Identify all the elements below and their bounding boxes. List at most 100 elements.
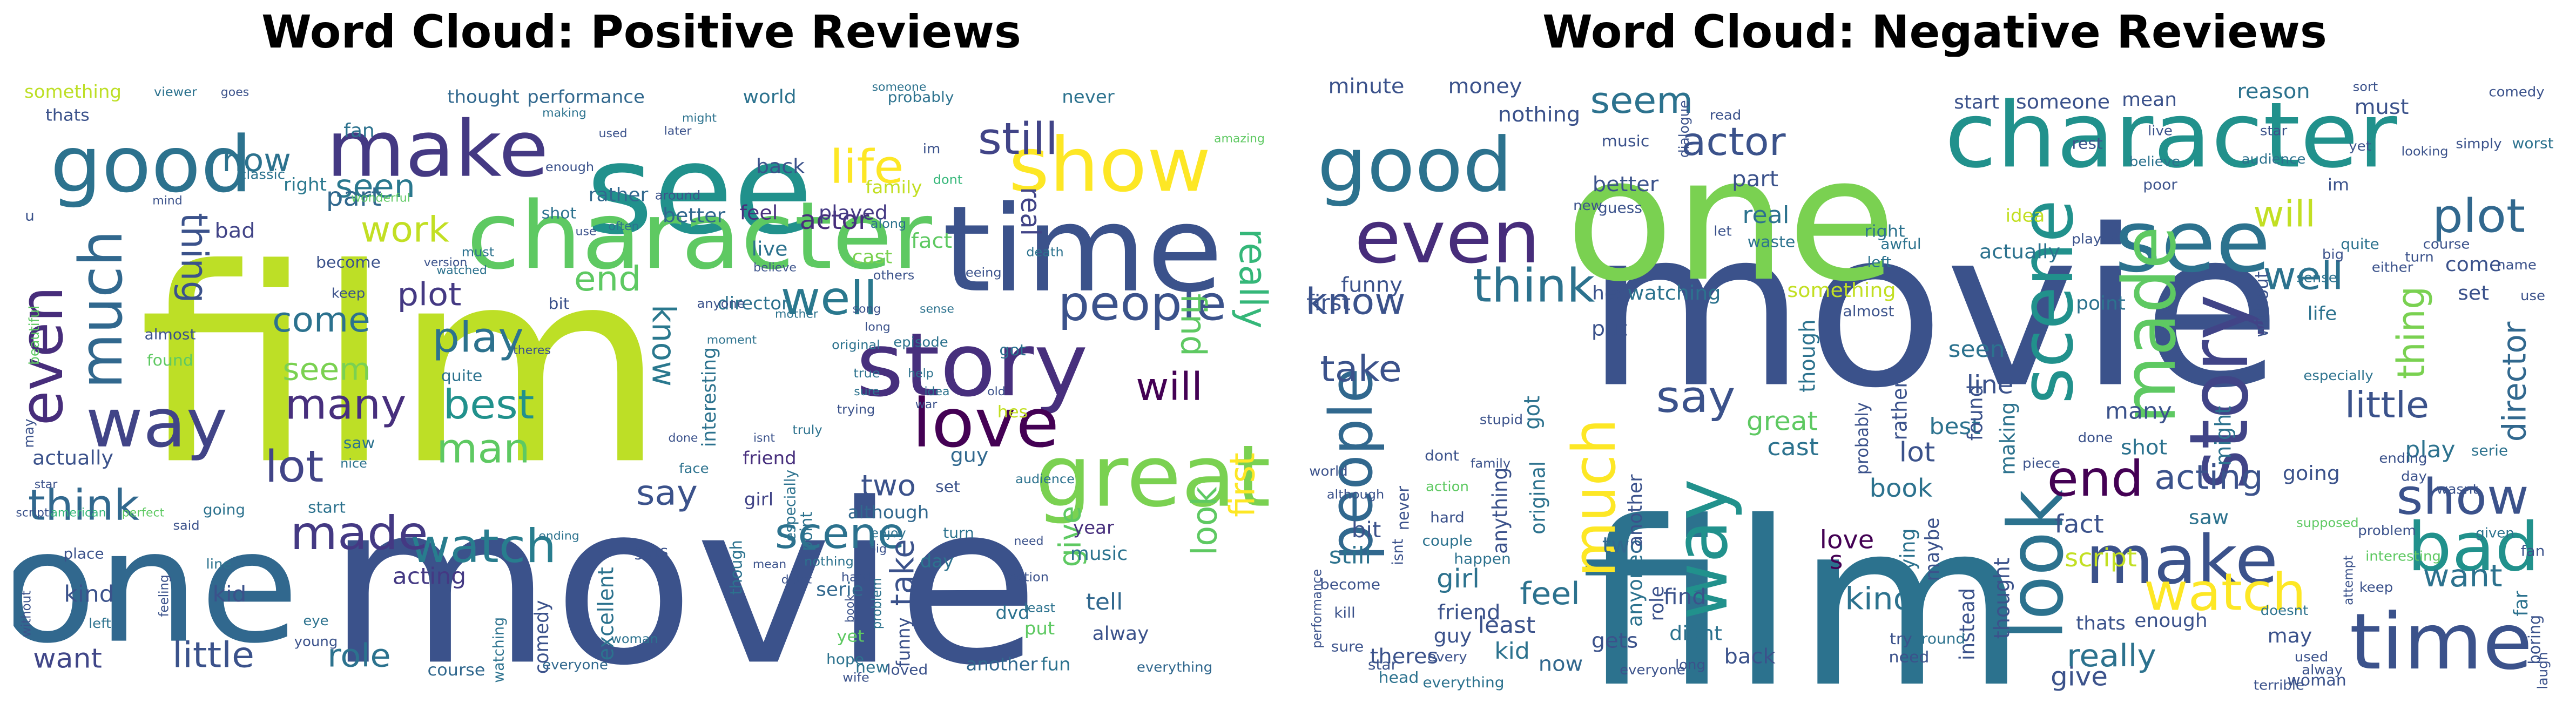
positive-word-friend: friend <box>743 448 796 468</box>
negative-word-say: say <box>1656 371 1736 423</box>
negative-word-sort: sort <box>2353 79 2378 94</box>
positive-word-show: show <box>1009 121 1211 208</box>
negative-word-least: least <box>1478 612 1535 639</box>
negative-word-laugh: laugh <box>2534 652 2551 689</box>
positive-word-actor: actor <box>800 205 870 235</box>
negative-word-first: first <box>1307 290 1351 315</box>
negative-word-two: two <box>1602 532 1643 558</box>
negative-word-may: may <box>2268 625 2312 647</box>
positive-word-big: big <box>868 543 887 556</box>
positive-word-going: going <box>203 502 245 518</box>
negative-word-read: read <box>1710 107 1742 123</box>
positive-word-almost: almost <box>145 327 196 343</box>
positive-word-back: back <box>756 155 805 178</box>
negative-word-book: book <box>1870 474 1933 503</box>
negative-word-serie: serie <box>2471 443 2508 459</box>
negative-word-mean: mean <box>2122 89 2177 111</box>
negative-word-live: live <box>2148 123 2173 138</box>
positive-word-fun: fun <box>1041 654 1070 674</box>
positive-word-end: end <box>574 259 641 299</box>
positive-word-hes: hes <box>997 403 1028 422</box>
negative-word-maybe: maybe <box>1921 518 1944 581</box>
negative-word-play: play <box>2405 437 2455 463</box>
positive-word-year: year <box>1073 517 1114 538</box>
negative-word-nothing: nothing <box>1498 103 1581 127</box>
negative-word-supposed: supposed <box>2296 516 2358 530</box>
positive-word-make: make <box>326 104 549 194</box>
negative-word-cast: cast <box>1767 433 1818 461</box>
positive-word-star: star <box>35 478 58 491</box>
positive-word-seen: seen <box>335 168 415 205</box>
negative-word-theres: theres <box>1370 645 1439 668</box>
negative-word-money: money <box>1448 75 1522 98</box>
positive-word-nothing: nothing <box>804 554 854 569</box>
positive-word-love: love <box>912 384 1060 463</box>
negative-word-though: though <box>1796 320 1820 393</box>
negative-word-find: find <box>1663 584 1707 610</box>
positive-word-young: young <box>294 633 338 649</box>
positive-word-loved: loved <box>887 662 928 678</box>
negative-word-keep: keep <box>2359 579 2393 595</box>
positive-word-along: along <box>871 216 907 231</box>
negative-word-right: right <box>1864 222 1905 241</box>
negative-word-problem: problem <box>2358 522 2416 538</box>
positive-word-theres: theres <box>513 344 551 357</box>
negative-word-thing: thing <box>2390 286 2434 379</box>
negative-word-done: done <box>2078 429 2113 445</box>
negative-word-probably: probably <box>1853 402 1873 475</box>
positive-word-set: set <box>935 478 960 496</box>
negative-word-see: see <box>2115 192 2271 292</box>
positive-word-well: well <box>781 271 878 326</box>
negative-word-think: think <box>1473 258 1595 313</box>
positive-word-found: found <box>147 351 193 369</box>
positive-word-enough: enough <box>545 159 594 174</box>
negative-word-world: world <box>1309 463 1348 479</box>
positive-word-great: great <box>1035 427 1269 526</box>
positive-word-action: action <box>1009 570 1049 584</box>
positive-word-course: course <box>428 660 485 679</box>
positive-word-sense: sense <box>920 302 954 315</box>
positive-word-gets: gets <box>633 542 669 560</box>
negative-word-star: star <box>2260 123 2288 138</box>
negative-word-worst: worst <box>2512 136 2553 152</box>
positive-word-least: least <box>1024 600 1055 615</box>
positive-word-man: man <box>436 425 530 472</box>
negative-word-bad: bad <box>2408 508 2540 586</box>
positive-word-bit: bit <box>548 295 569 313</box>
negative-word-try: try <box>1890 630 1912 648</box>
negative-word-doesnt: doesnt <box>2261 603 2309 618</box>
negative-word-found: found <box>1964 384 1987 441</box>
negative-word-believe: believe <box>2129 153 2180 169</box>
negative-word-seem: seem <box>1590 80 1694 122</box>
negative-word-s: s <box>1829 546 1843 576</box>
negative-word-going: going <box>2283 462 2340 485</box>
positive-word-story: story <box>856 315 1088 417</box>
negative-word-minute: minute <box>1328 75 1404 98</box>
positive-word-said: said <box>173 518 199 532</box>
negative-word-scene: scene <box>2005 200 2089 404</box>
positive-word-hope: hope <box>826 652 864 668</box>
positive-word-death: death <box>1026 245 1063 259</box>
positive-word-believe: believe <box>753 261 797 274</box>
negative-word-put: put <box>1592 317 1627 341</box>
negative-word-either: either <box>2372 259 2413 275</box>
negative-word-looking: looking <box>2401 144 2448 159</box>
negative-word-long: long <box>1675 657 1705 672</box>
negative-word-thought: thought <box>1990 558 2015 639</box>
negative-word-become: become <box>1320 577 1380 593</box>
positive-word-serie: serie <box>816 579 864 600</box>
positive-word-nice: nice <box>340 456 367 471</box>
positive-word-scene: scene <box>775 509 905 558</box>
positive-word-still: still <box>978 113 1058 165</box>
negative-word-never: never <box>1394 485 1413 530</box>
positive-word-although: although <box>848 502 929 523</box>
positive-word-original: original <box>832 337 880 352</box>
negative-word-friend: friend <box>1438 601 1501 625</box>
positive-word-watched: watched <box>436 264 487 277</box>
positive-word-right: right <box>284 174 327 195</box>
negative-word-especially: especially <box>2303 368 2373 383</box>
positive-word-never: never <box>1062 86 1115 107</box>
positive-word-play: play <box>432 314 523 362</box>
positive-word-good: good <box>50 119 252 209</box>
